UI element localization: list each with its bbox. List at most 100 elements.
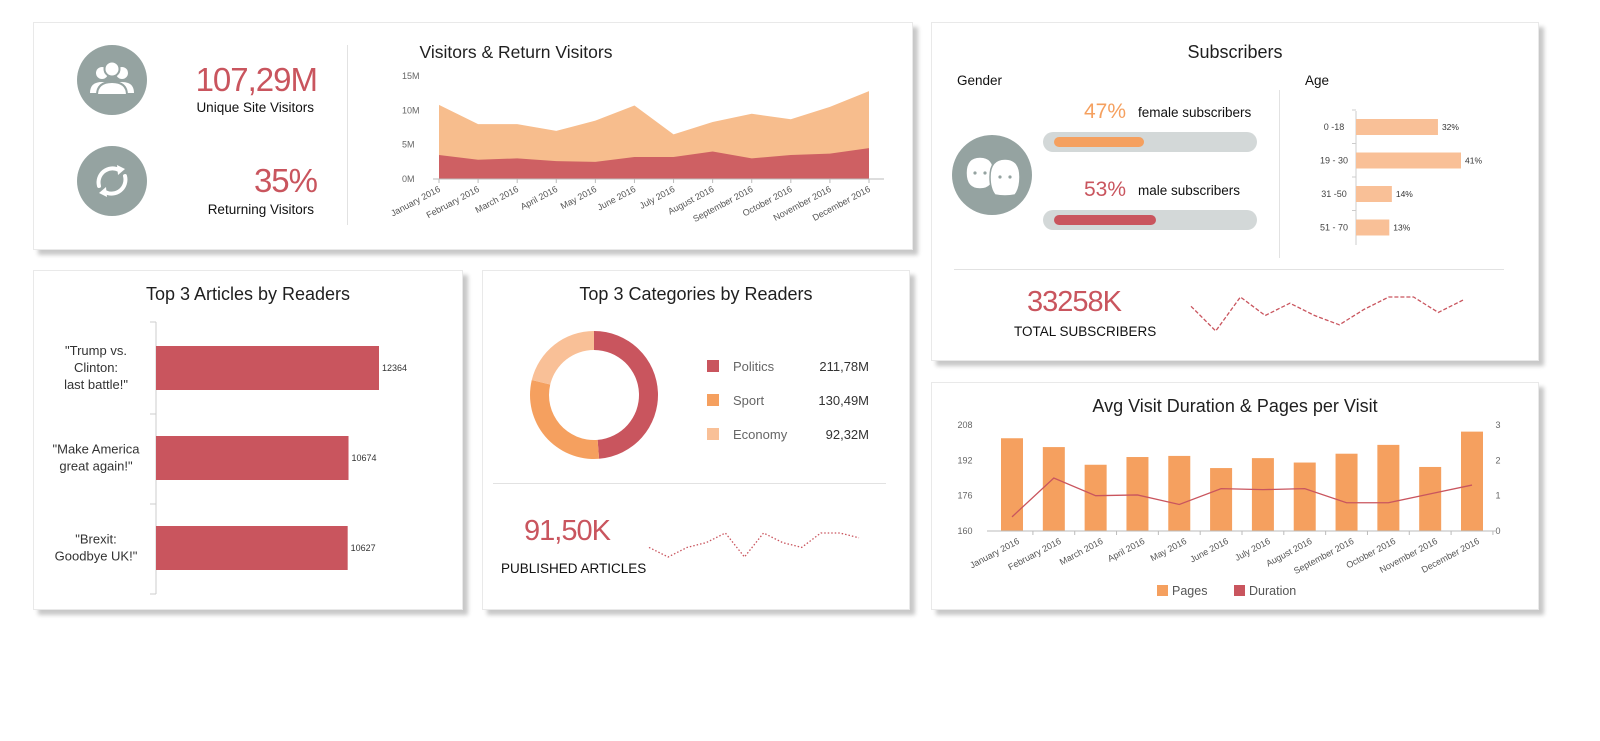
categories-card: Top 3 Categories by Readers Politics 211,… <box>482 270 910 610</box>
unique-visitors-label: Unique Site Visitors <box>196 100 314 115</box>
article-title-label: Clinton: <box>74 360 118 375</box>
legend-label: Politics <box>733 359 775 374</box>
x-tick-label: March 2016 <box>473 184 520 215</box>
sparkline <box>648 532 860 559</box>
pages-bar <box>1293 462 1316 531</box>
article-value-label: 12364 <box>382 363 407 373</box>
visitors-area-chart: Visitors & Return Visitors 0M5M10M15MJan… <box>389 42 884 224</box>
y-tick-label: 0M <box>402 174 415 184</box>
legend-swatch <box>1234 585 1245 596</box>
age-bar <box>1356 219 1390 236</box>
male-pct: 53% <box>1084 178 1127 201</box>
subscribers-card: Subscribers Gender Age 47% female subscr… <box>931 22 1539 361</box>
age-category-label: 51 - 70 <box>1320 223 1348 233</box>
pages-bar <box>1168 455 1191 531</box>
donut-slice <box>531 331 594 385</box>
article-value-label: 10627 <box>351 543 376 553</box>
male-bar-fill <box>1054 215 1156 225</box>
articles-bar-chart: 12364 "Trump vs. Clinton: last battle!" 1067… <box>53 321 407 595</box>
duration-title: Avg Visit Duration & Pages per Visit <box>1092 396 1378 416</box>
x-tick-label: March 2016 <box>1058 536 1105 567</box>
legend-label: Sport <box>733 393 764 408</box>
published-articles-label: PUBLISHED ARTICLES <box>501 561 647 576</box>
total-subscribers-label: TOTAL SUBSCRIBERS <box>1014 324 1157 339</box>
pages-bar <box>1042 447 1065 531</box>
article-title-label: "Brexit: <box>75 532 116 547</box>
users-group-icon <box>77 45 147 115</box>
refresh-cycle-icon <box>77 146 147 216</box>
y-tick-label: 10M <box>402 105 420 115</box>
age-category-label: 19 - 30 <box>1320 156 1348 166</box>
x-tick-label: June 2016 <box>596 184 638 213</box>
article-title-label: "Trump vs. <box>65 343 127 358</box>
article-bar <box>156 346 379 390</box>
area-series-0 <box>439 91 869 179</box>
age-category-label: 0 -18 <box>1324 122 1345 132</box>
article-bar <box>156 526 348 570</box>
x-tick-label: May 2016 <box>559 184 599 211</box>
articles-card: Top 3 Articles by Readers 12364 "Trump vs… <box>33 270 463 610</box>
article-title-label: Goodbye UK!" <box>55 549 138 564</box>
x-tick-label: April 2016 <box>1106 536 1146 564</box>
pages-bar <box>1084 464 1107 531</box>
y-left-tick-label: 208 <box>957 420 972 430</box>
y-right-tick-label: 3 <box>1495 420 1500 430</box>
divider <box>493 483 886 484</box>
x-tick-label: April 2016 <box>519 184 559 212</box>
age-label: Age <box>1305 73 1330 88</box>
gender-label: Gender <box>957 73 1003 88</box>
legend-swatch <box>1157 585 1168 596</box>
categories-donut-chart: Politics 211,78M Sport 130,49M Economy 92,32M <box>530 331 869 459</box>
legend-label: Duration <box>1249 584 1296 598</box>
y-right-tick-label: 0 <box>1495 526 1500 536</box>
published-articles-value: 91,50K <box>524 515 611 547</box>
y-right-tick-label: 2 <box>1495 455 1500 465</box>
legend-value: 211,78M <box>819 359 869 374</box>
age-value-label: 14% <box>1396 189 1413 199</box>
pages-bar <box>1419 466 1442 531</box>
age-value-label: 41% <box>1465 156 1482 166</box>
pages-bar <box>1210 468 1233 531</box>
legend-swatch <box>707 428 719 440</box>
y-left-tick-label: 160 <box>957 526 972 536</box>
pages-bar <box>1001 438 1023 531</box>
pages-bar <box>1335 453 1358 531</box>
unique-visitors-value: 107,29M <box>195 61 318 98</box>
y-left-tick-label: 192 <box>957 455 972 465</box>
article-bar <box>156 436 349 480</box>
legend-value: 92,32M <box>826 427 869 442</box>
x-tick-label: June 2016 <box>1188 536 1230 565</box>
y-left-tick-label: 176 <box>957 491 972 501</box>
divider <box>347 45 348 225</box>
divider <box>1279 90 1280 258</box>
female-label: female subscribers <box>1138 105 1252 120</box>
legend-label: Economy <box>733 427 788 442</box>
pages-bar <box>1377 444 1400 531</box>
age-category-label: 31 -50 <box>1321 189 1347 199</box>
categories-title: Top 3 Categories by Readers <box>579 284 813 304</box>
y-tick-label: 5M <box>402 140 415 150</box>
articles-sparkline <box>648 532 860 559</box>
legend-value: 130,49M <box>818 393 869 408</box>
area-series-1 <box>439 148 869 179</box>
female-bar-fill <box>1054 137 1145 147</box>
pages-bar <box>1461 431 1483 531</box>
subscribers-title: Subscribers <box>1187 42 1283 62</box>
donut-slice <box>594 331 658 459</box>
donut-slice <box>530 380 600 459</box>
articles-title: Top 3 Articles by Readers <box>145 284 351 304</box>
male-bar-track <box>1043 210 1257 230</box>
article-title-label: great again!" <box>59 459 133 474</box>
total-subscribers-value: 33258K <box>1027 286 1122 318</box>
female-bar-track <box>1043 132 1257 152</box>
age-value-label: 32% <box>1442 122 1459 132</box>
age-value-label: 13% <box>1393 223 1410 233</box>
subscribers-sparkline <box>1190 296 1464 332</box>
pages-bar <box>1126 457 1149 531</box>
y-tick-label: 15M <box>402 71 420 81</box>
duration-card: Avg Visit Duration & Pages per Visit 160… <box>931 382 1539 610</box>
female-pct: 47% <box>1084 100 1127 123</box>
article-value-label: 10674 <box>352 453 377 463</box>
article-title-label: last battle!" <box>64 377 128 392</box>
